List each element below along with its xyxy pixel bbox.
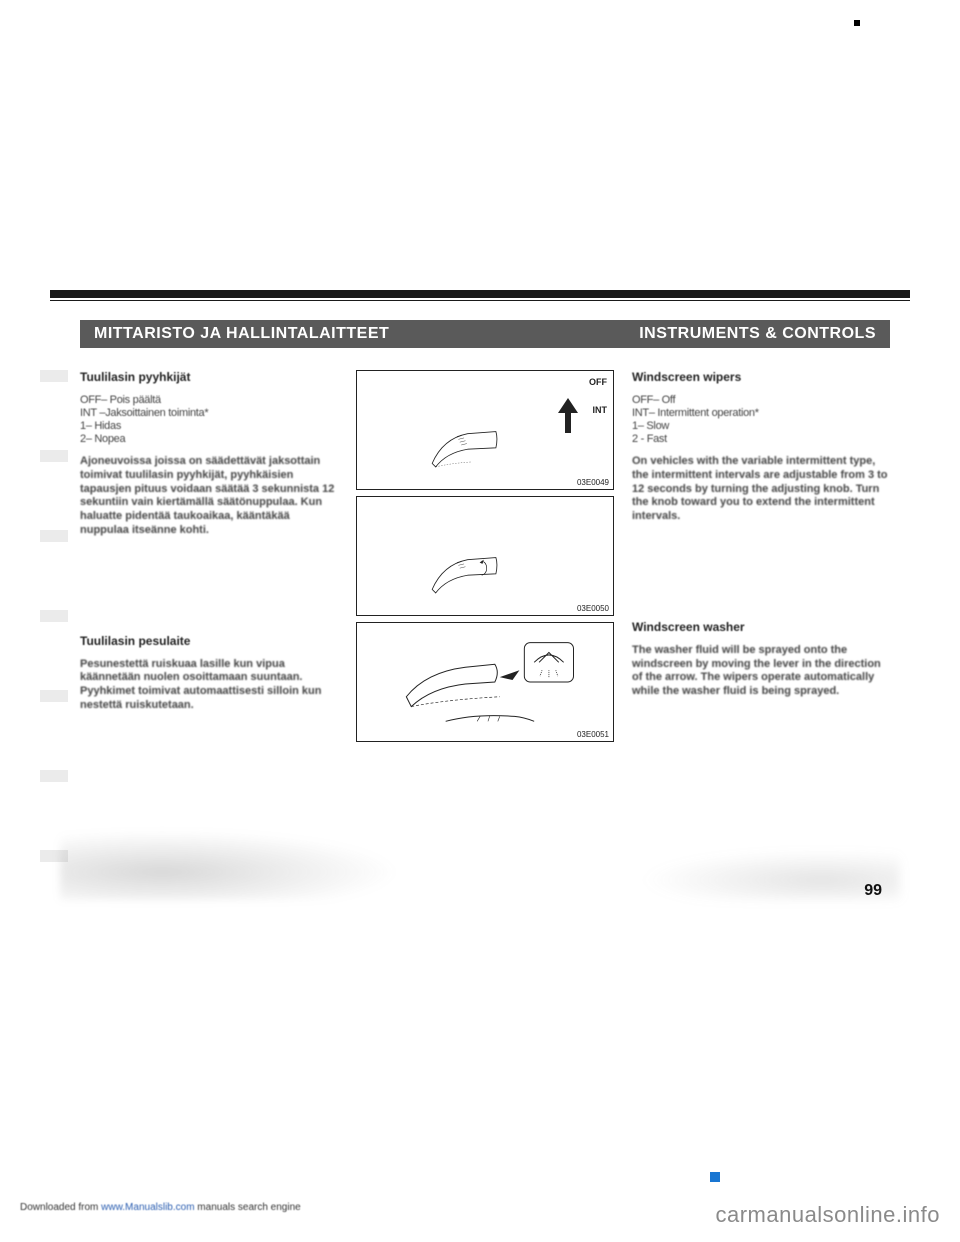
- footer-suffix: manuals search engine: [195, 1202, 301, 1213]
- center-column: OFF INT 03E0049 03E0050: [356, 370, 614, 748]
- fig1-code: 03E0049: [576, 478, 610, 487]
- header-left: MITTARISTO JA HALLINTALAITTEET: [94, 325, 389, 343]
- footer-left: Downloaded from www.Manualslib.com manua…: [20, 1202, 301, 1228]
- section-header-bar: MITTARISTO JA HALLINTALAITTEET INSTRUMEN…: [80, 320, 890, 348]
- spiral-binding-shadow: [40, 370, 68, 890]
- washer-title-fi: Tuulilasin pesulaite: [80, 634, 338, 648]
- wipers-title-fi: Tuulilasin pyyhkijät: [80, 370, 338, 384]
- fig3-code: 03E0051: [576, 730, 610, 739]
- washer-drawing: [357, 623, 613, 741]
- wipers-off-fi: OFF– Pois päältä: [80, 394, 338, 406]
- left-column: Tuulilasin pyyhkijät OFF– Pois päältä IN…: [80, 370, 338, 748]
- wipers-title-en: Windscreen wipers: [632, 370, 890, 384]
- wipers-2-en: 2 - Fast: [632, 433, 890, 445]
- lever-drawing-1: [377, 428, 551, 470]
- scan-artifact-dot: [854, 20, 860, 26]
- page-footer: Downloaded from www.Manualslib.com manua…: [20, 1202, 940, 1228]
- page-number: 99: [864, 882, 882, 900]
- lever-drawing-2: [377, 554, 551, 596]
- wipers-1-en: 1– Slow: [632, 420, 890, 432]
- wipers-para-fi: Ajoneuvoissa joissa on säädettävät jakso…: [80, 455, 338, 538]
- wipers-off-en: OFF– Off: [632, 394, 890, 406]
- wipers-section-fi: Tuulilasin pyyhkijät OFF– Pois päältä IN…: [80, 370, 338, 538]
- washer-title-en: Windscreen washer: [632, 620, 890, 634]
- wipers-int-fi: INT –Jaksoittainen toiminta*: [80, 407, 338, 419]
- top-border-thick: [50, 290, 910, 298]
- figure-washer: 03E0051: [356, 622, 614, 742]
- fig1-int-label: INT: [593, 405, 608, 415]
- footer-right[interactable]: carmanualsonline.info: [715, 1202, 940, 1228]
- scan-smudge-left: [60, 830, 400, 900]
- footer-prefix: Downloaded from: [20, 1202, 101, 1213]
- wipers-1-fi: 1– Hidas: [80, 420, 338, 432]
- footer-link[interactable]: www.Manualslib.com: [101, 1202, 194, 1213]
- wipers-int-en: INT– Intermittent operation*: [632, 407, 890, 419]
- washer-para-en: The washer fluid will be sprayed onto th…: [632, 644, 890, 699]
- washer-para-fi: Pesunestettä ruiskuaa lasille kun vipua …: [80, 658, 338, 713]
- wipers-section-en: Windscreen wipers OFF– Off INT– Intermit…: [632, 370, 890, 524]
- fig1-arrow-icon: [553, 393, 583, 443]
- header-right: INSTRUMENTS & CONTROLS: [639, 325, 876, 343]
- scan-smudge-right: [640, 850, 900, 900]
- page-content-grid: Tuulilasin pyyhkijät OFF– Pois päältä IN…: [80, 370, 890, 748]
- top-border-thin: [50, 300, 910, 301]
- fig1-off-label: OFF: [589, 377, 607, 387]
- watermark-dot: [710, 1172, 720, 1182]
- figure-wiper-lever-1: OFF INT 03E0049: [356, 370, 614, 490]
- fig2-code: 03E0050: [576, 604, 610, 613]
- washer-section-en: Windscreen washer The washer fluid will …: [632, 620, 890, 699]
- wipers-2-fi: 2– Nopea: [80, 433, 338, 445]
- washer-section-fi: Tuulilasin pesulaite Pesunestettä ruisku…: [80, 634, 338, 713]
- right-column: Windscreen wipers OFF– Off INT– Intermit…: [632, 370, 890, 748]
- wipers-para-en: On vehicles with the variable intermitte…: [632, 455, 890, 524]
- figure-wiper-lever-2: 03E0050: [356, 496, 614, 616]
